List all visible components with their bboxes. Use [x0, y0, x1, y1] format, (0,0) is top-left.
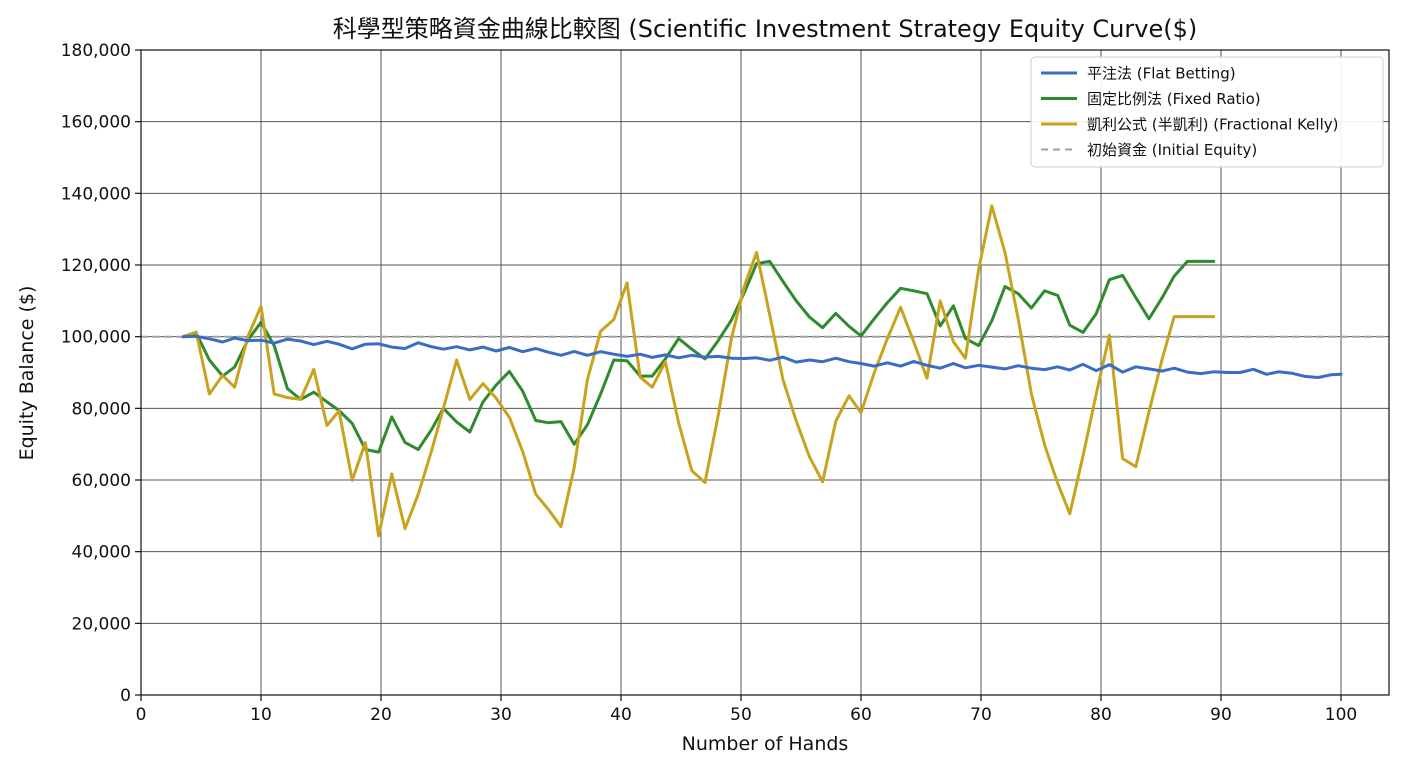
y-tick-label: 120,000 — [61, 256, 131, 276]
legend-label: 固定比例法 (Fixed Ratio) — [1087, 90, 1261, 108]
y-tick-label: 40,000 — [72, 543, 131, 563]
series-line-2 — [181, 204, 1216, 538]
x-tick-label: 100 — [1325, 705, 1357, 725]
y-tick-label: 80,000 — [72, 399, 131, 419]
legend-box — [1030, 56, 1384, 168]
y-tick-label: 180,000 — [61, 41, 131, 61]
legend-label: 初始資金 (Initial Equity) — [1087, 141, 1257, 159]
x-tick-label: 60 — [850, 705, 872, 725]
x-tick-label: 20 — [370, 705, 392, 725]
legend: 平注法 (Flat Betting) 固定比例法 (Fixed Ratio) 凱利公… — [1030, 56, 1384, 168]
y-tick-label: 100,000 — [61, 328, 131, 348]
y-tick-label: 0 — [120, 686, 131, 706]
x-axis-label: Number of Hands — [682, 733, 849, 755]
legend-label: 凱利公式 (半凱利) (Fractional Kelly) — [1087, 116, 1338, 134]
x-tick-label: 0 — [136, 705, 147, 725]
series-lines — [140, 204, 1390, 538]
x-axis-ticks: 0 10 20 30 40 50 60 70 80 90 100 — [136, 695, 1357, 725]
series-line-1 — [181, 259, 1216, 454]
plot-frame — [140, 49, 1390, 696]
x-tick-label: 40 — [610, 705, 632, 725]
y-tick-label: 60,000 — [72, 471, 131, 491]
y-tick-label: 20,000 — [72, 614, 131, 634]
chart-title: 科學型策略資金曲線比較图 (Scientific Investment Stra… — [333, 15, 1197, 43]
y-tick-label: 140,000 — [61, 184, 131, 204]
x-tick-label: 10 — [250, 705, 272, 725]
x-tick-label: 70 — [970, 705, 992, 725]
series-line-0 — [181, 334, 1343, 379]
x-tick-label: 30 — [490, 705, 512, 725]
x-tick-label: 50 — [730, 705, 752, 725]
y-tick-label: 160,000 — [61, 113, 131, 133]
y-axis-ticks: 0 20,000 40,000 60,000 80,000 100,000 120,000 1… — [61, 41, 141, 706]
y-axis-label: Equity Balance ($) — [16, 286, 38, 461]
legend-label: 平注法 (Flat Betting) — [1087, 65, 1236, 83]
x-tick-label: 90 — [1210, 705, 1232, 725]
x-tick-label: 80 — [1090, 705, 1112, 725]
